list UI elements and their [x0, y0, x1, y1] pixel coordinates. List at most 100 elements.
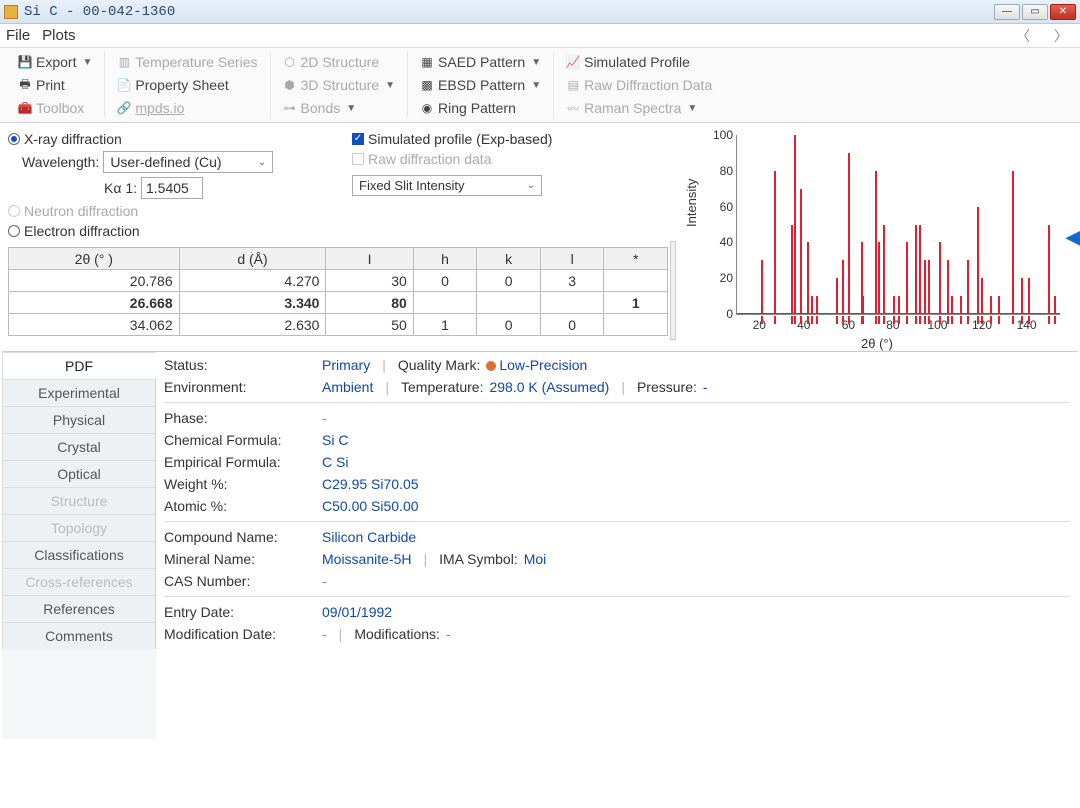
nav-next-icon[interactable]: 〉: [1048, 26, 1074, 46]
sim-profile-check[interactable]: Simulated profile (Exp-based): [352, 129, 676, 149]
phase-label: Phase:: [164, 410, 316, 426]
tab-pdf[interactable]: PDF: [2, 352, 156, 379]
chart-icon: ▥: [117, 55, 131, 69]
tab-experimental[interactable]: Experimental: [2, 379, 156, 406]
warning-dot-icon: [486, 361, 496, 371]
profile-icon: 📈: [566, 55, 580, 69]
mdate-label: Modification Date:: [164, 626, 316, 642]
ka1-input[interactable]: 1.5405: [141, 177, 203, 199]
app-icon: [4, 5, 18, 19]
toolbar: 💾Export▼ 🖶Print 🧰Toolbox ▥Temperature Se…: [0, 48, 1080, 123]
chem-label: Chemical Formula:: [164, 432, 316, 448]
at-value: C50.00 Si50.00: [322, 498, 419, 514]
edate-label: Entry Date:: [164, 604, 316, 620]
mods-label: Modifications:: [354, 626, 440, 642]
menu-plots[interactable]: Plots: [42, 27, 75, 44]
maximize-button[interactable]: ▭: [1022, 4, 1048, 20]
raman-button[interactable]: 〰Raman Spectra▼: [562, 98, 716, 118]
env-label: Environment:: [164, 379, 316, 395]
table-row[interactable]: 20.7864.27030003: [9, 270, 668, 292]
property-sheet-button[interactable]: 📄Property Sheet: [113, 75, 261, 95]
window-buttons: — ▭ ✕: [994, 4, 1076, 20]
edate-value: 09/01/1992: [322, 604, 392, 620]
table-header: 2θ (° ): [9, 248, 180, 270]
chart-ylabel: Intensity: [684, 178, 699, 226]
cas-label: CAS Number:: [164, 573, 316, 589]
raman-icon: 〰: [566, 101, 580, 115]
tab-cross-refs: Cross-references: [2, 568, 156, 595]
minimize-button[interactable]: —: [994, 4, 1020, 20]
qmark-label: Quality Mark:: [398, 357, 480, 373]
tab-physical[interactable]: Physical: [2, 406, 156, 433]
status-label: Status:: [164, 357, 316, 373]
press-value: -: [703, 379, 708, 395]
nav-prev-icon[interactable]: 〈: [1010, 26, 1036, 46]
chart-area[interactable]: 02040608010020406080100120140: [736, 135, 1060, 315]
emp-label: Empirical Formula:: [164, 454, 316, 470]
export-button[interactable]: 💾Export▼: [14, 52, 96, 72]
ima-label: IMA Symbol:: [439, 551, 518, 567]
table-header: I: [326, 248, 413, 270]
qmark-value: Low-Precision: [486, 357, 587, 373]
ring-button[interactable]: ◉Ring Pattern: [416, 98, 545, 118]
at-label: Atomic %:: [164, 498, 316, 514]
env-value: Ambient: [322, 379, 373, 395]
mpds-link[interactable]: 🔗mpds.io: [113, 98, 261, 118]
ebsd-icon: ▩: [420, 78, 434, 92]
ebsd-button[interactable]: ▩EBSD Pattern▼: [416, 75, 545, 95]
tab-optical[interactable]: Optical: [2, 460, 156, 487]
print-button[interactable]: 🖶Print: [14, 75, 96, 95]
raw-data-check: Raw diffraction data: [352, 149, 676, 169]
sim-profile-button[interactable]: 📈Simulated Profile: [562, 52, 716, 72]
xray-radio[interactable]: X-ray diffraction: [8, 129, 332, 149]
peaks-table: 2θ (° )d (Å)Ihkl* 20.7864.2703000326.668…: [8, 247, 668, 336]
close-button[interactable]: ✕: [1050, 4, 1076, 20]
wavelength-label: Wavelength:: [22, 154, 99, 170]
title-bar: Si C - 00-042-1360 — ▭ ✕: [0, 0, 1080, 24]
wavelength-select[interactable]: User-defined (Cu)⌄: [103, 151, 273, 173]
expand-chart-icon[interactable]: ◀: [1066, 227, 1080, 248]
table-row[interactable]: 26.6683.340801: [9, 292, 668, 314]
toolbox-button[interactable]: 🧰Toolbox: [14, 98, 96, 118]
menu-bar: File Plots 〈 〉: [0, 24, 1080, 48]
tab-crystal[interactable]: Crystal: [2, 433, 156, 460]
ima-value: Moi: [524, 551, 547, 567]
electron-radio[interactable]: Electron diffraction: [8, 221, 332, 241]
temp-series-button[interactable]: ▥Temperature Series: [113, 52, 261, 72]
tab-comments[interactable]: Comments: [2, 622, 156, 649]
table-scrollbar[interactable]: [670, 241, 676, 340]
raw-diff-button[interactable]: ▤Raw Diffraction Data: [562, 75, 716, 95]
cname-value: Silicon Carbide: [322, 529, 416, 545]
table-row[interactable]: 34.0622.63050100: [9, 314, 668, 336]
tab-classifications[interactable]: Classifications: [2, 541, 156, 568]
mods-value: -: [446, 626, 451, 642]
saed-button[interactable]: ▦SAED Pattern▼: [416, 52, 545, 72]
neutron-radio[interactable]: Neutron diffraction: [8, 201, 332, 221]
sheet-icon: 📄: [117, 78, 131, 92]
2d-structure-button[interactable]: ⬡2D Structure: [279, 52, 400, 72]
2d-icon: ⬡: [283, 55, 297, 69]
table-header: k: [477, 248, 541, 270]
tab-topology: Topology: [2, 514, 156, 541]
chart-pane: Intensity 2θ (°) 02040608010020406080100…: [682, 129, 1072, 351]
cas-value: -: [322, 573, 327, 589]
emp-value: C Si: [322, 454, 348, 470]
table-header: h: [413, 248, 477, 270]
table-header: l: [540, 248, 604, 270]
3d-icon: ⬢: [283, 78, 297, 92]
table-header: d (Å): [179, 248, 326, 270]
menu-file[interactable]: File: [6, 27, 30, 44]
save-icon: 💾: [18, 55, 32, 69]
intensity-mode-select[interactable]: Fixed Slit Intensity⌄: [352, 175, 542, 196]
bonds-button[interactable]: ⊶Bonds▼: [279, 98, 400, 118]
cname-label: Compound Name:: [164, 529, 316, 545]
chem-value: Si C: [322, 432, 348, 448]
wt-label: Weight %:: [164, 476, 316, 492]
status-value: Primary: [322, 357, 370, 373]
temp-value: 298.0 K (Assumed): [489, 379, 609, 395]
3d-structure-button[interactable]: ⬢3D Structure▼: [279, 75, 400, 95]
saed-icon: ▦: [420, 55, 434, 69]
press-label: Pressure:: [637, 379, 697, 395]
ka1-label: Kα 1:: [104, 180, 137, 196]
tab-references[interactable]: References: [2, 595, 156, 622]
